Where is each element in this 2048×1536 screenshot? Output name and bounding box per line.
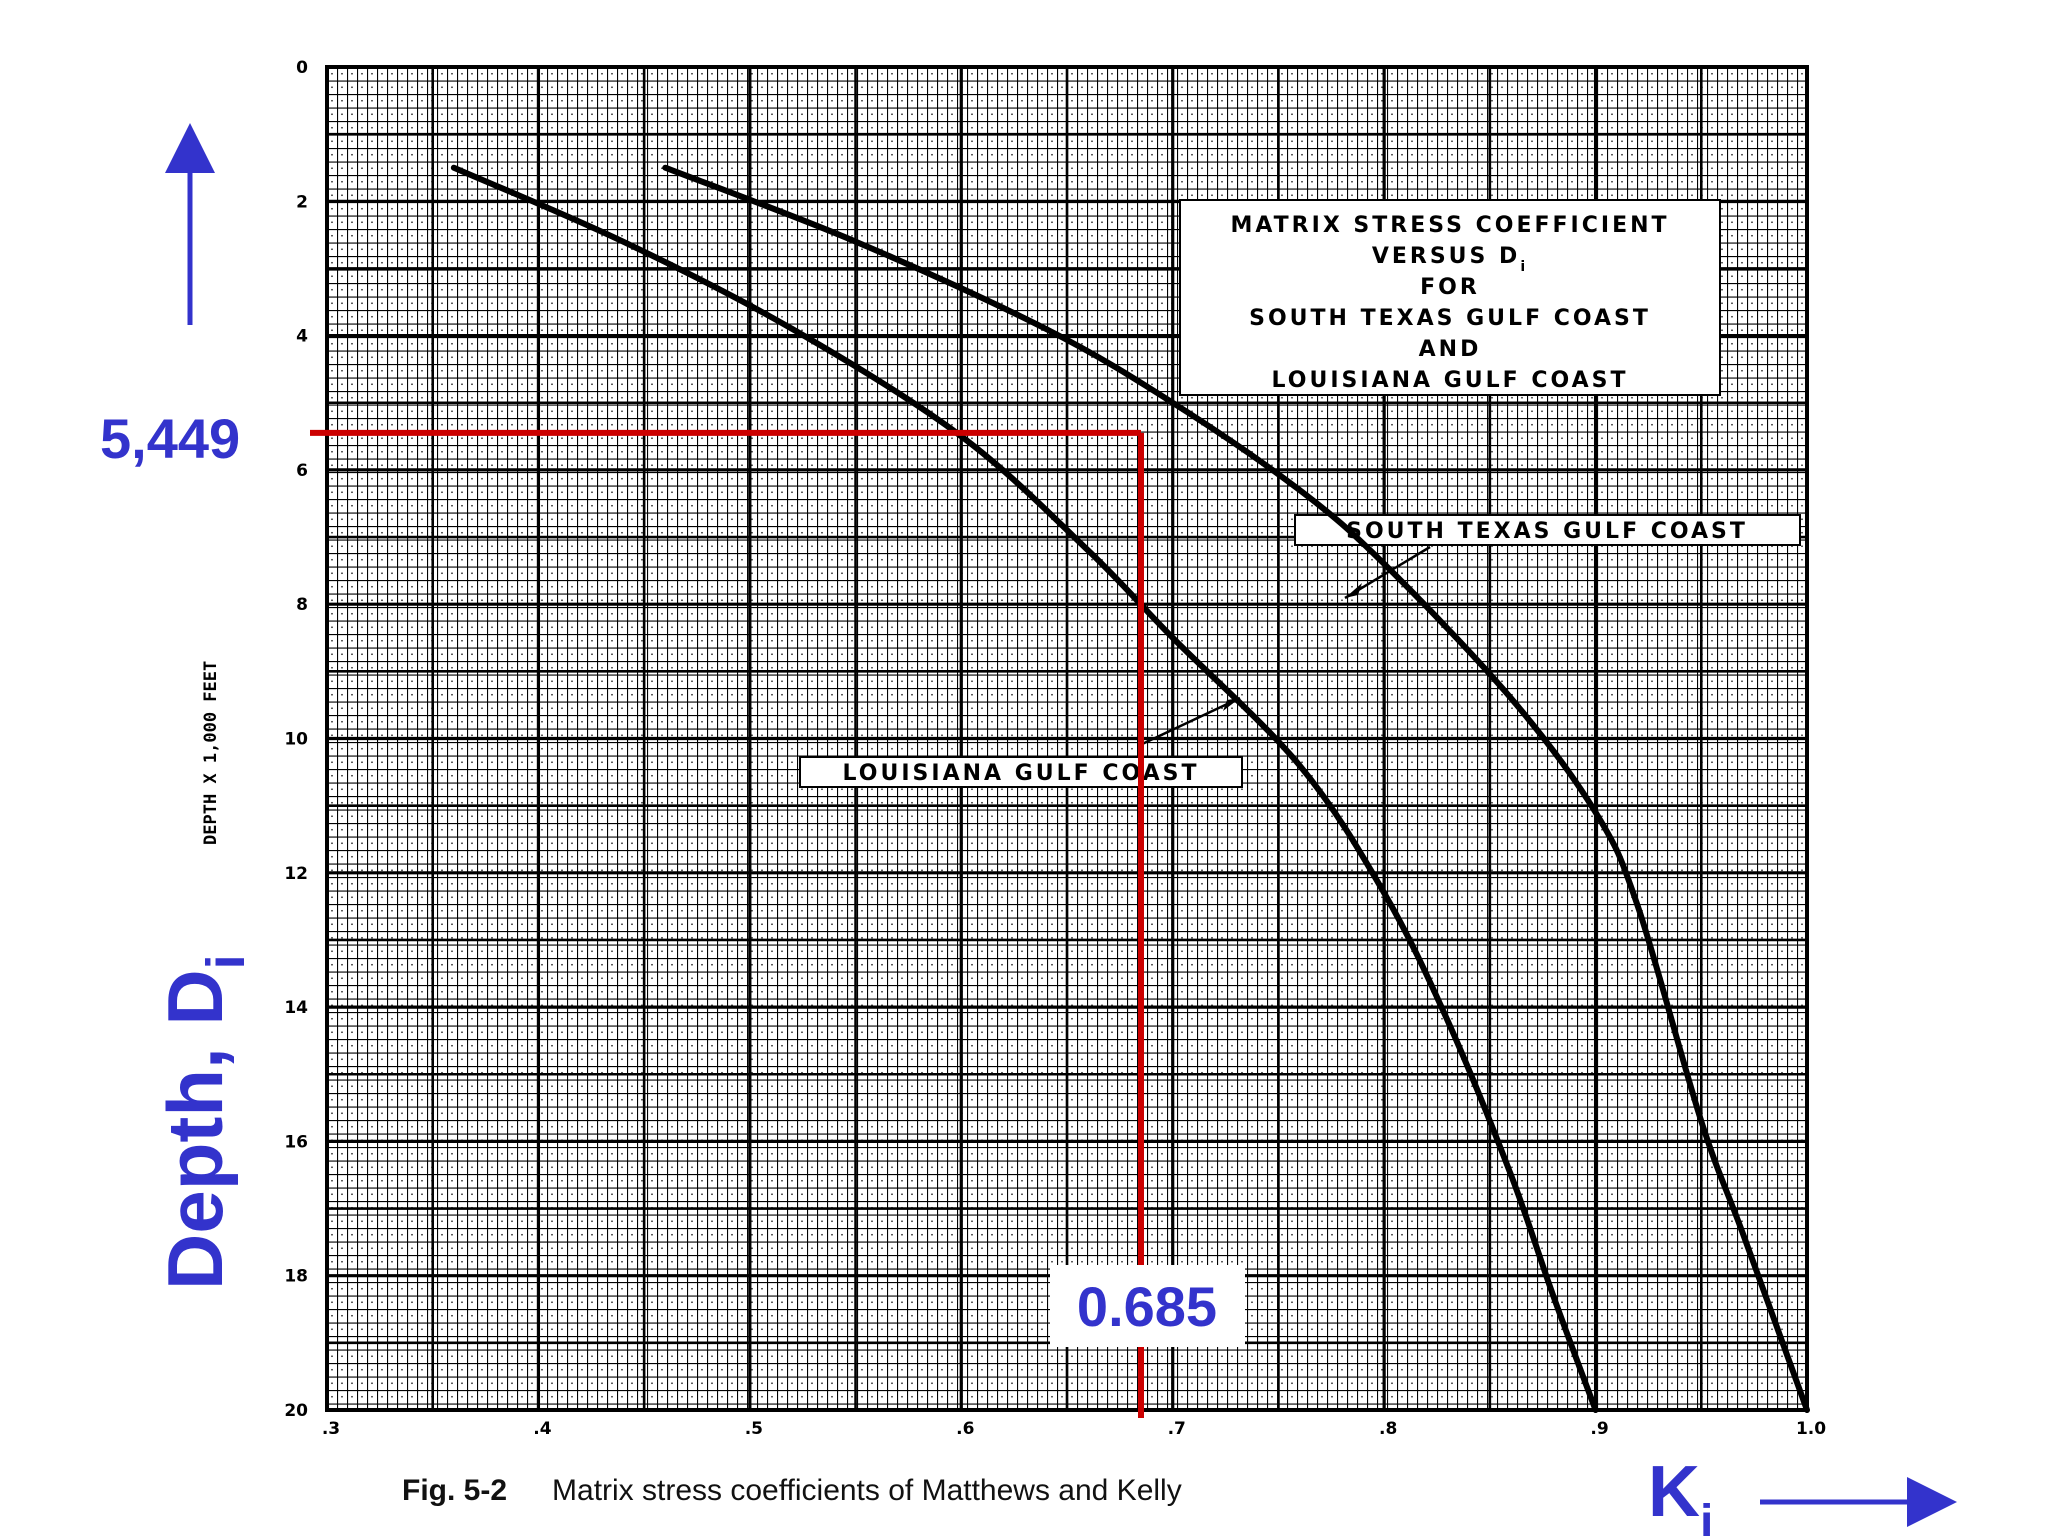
k-value-box <box>1050 1265 1245 1347</box>
title-box-line: FOR <box>1420 275 1480 300</box>
series-label-text: LOUISIANA GULF COAST <box>843 761 1200 786</box>
x-tick-label: 1.0 <box>1796 1419 1826 1439</box>
series-label-south-texas: SOUTH TEXAS GULF COAST <box>1294 514 1801 600</box>
y-tick-label: 16 <box>284 1132 308 1152</box>
curves <box>450 164 1810 1413</box>
annotation-lines <box>310 429 1144 1418</box>
series-pointer-head <box>1345 583 1362 598</box>
y-tick-label: 20 <box>284 1401 308 1421</box>
x-tick-label: .8 <box>1379 1419 1397 1439</box>
title-box-line: SOUTH TEXAS GULF COAST <box>1249 306 1651 331</box>
y-tick-label: 14 <box>284 998 308 1018</box>
depth-value-label: 5,449 <box>100 407 240 470</box>
title-box-line: MATRIX STRESS COEFFICIENT <box>1230 213 1669 238</box>
title-box-versus: VERSUS Di <box>1372 244 1528 275</box>
y-tick-label: 6 <box>296 461 308 481</box>
series-pointer <box>1139 696 1241 747</box>
title-box-line: AND <box>1419 337 1482 362</box>
k-title: Ki <box>1648 1452 1713 1536</box>
y-tick-label: 8 <box>296 595 308 615</box>
y-tick-label: 4 <box>296 327 308 347</box>
y-tick-label: 18 <box>284 1267 308 1287</box>
title-box-line: LOUISIANA GULF COAST <box>1272 368 1629 393</box>
series-line-0 <box>662 164 1810 1413</box>
y-tick-label: 12 <box>284 864 308 884</box>
x-tick-label: .6 <box>956 1419 974 1439</box>
k-value-label: 0.685 <box>1077 1275 1217 1338</box>
series-label-text: SOUTH TEXAS GULF COAST <box>1346 519 1748 544</box>
x-tick-label: .7 <box>1168 1419 1186 1439</box>
depth-title-subscript: i <box>196 954 256 969</box>
depth-title: Depth, Di <box>151 954 256 1290</box>
x-tick-label: .3 <box>322 1419 340 1439</box>
title-box-subscript: i <box>1520 259 1528 275</box>
x-tick-label: .4 <box>533 1419 551 1439</box>
title-box: MATRIX STRESS COEFFICIENT VERSUS Di FOR … <box>1179 199 1721 396</box>
k-title-text: K <box>1648 1452 1700 1532</box>
caption-fig-number: Fig. 5-2 <box>402 1474 507 1507</box>
y-axis-label: DEPTH X 1,000 FEET <box>201 661 221 845</box>
k-title-subscript: i <box>1700 1496 1713 1536</box>
x-tick-label: .5 <box>745 1419 763 1439</box>
caption-text: Matrix stress coefficients of Matthews a… <box>552 1474 1182 1507</box>
y-tick-label: 10 <box>284 730 308 750</box>
title-box-line: VERSUS D <box>1372 244 1520 269</box>
y-tick-label: 0 <box>296 58 308 78</box>
series-label-louisiana: LOUISIANA GULF COAST <box>799 696 1243 788</box>
x-tick-label: .9 <box>1590 1419 1608 1439</box>
figure-caption: Fig. 5-2 Matrix stress coefficients of Ma… <box>402 1474 1182 1507</box>
y-tick-label: 2 <box>296 192 308 212</box>
series-line-1 <box>450 164 1599 1413</box>
depth-title-text: Depth, D <box>151 969 239 1290</box>
axis-ticks: 0 2 4 6 8 10 12 14 16 18 20 .3 .4 .5 .6 .7 .8 .9 1.0 <box>284 58 1826 1439</box>
plot-border <box>325 65 1809 1412</box>
